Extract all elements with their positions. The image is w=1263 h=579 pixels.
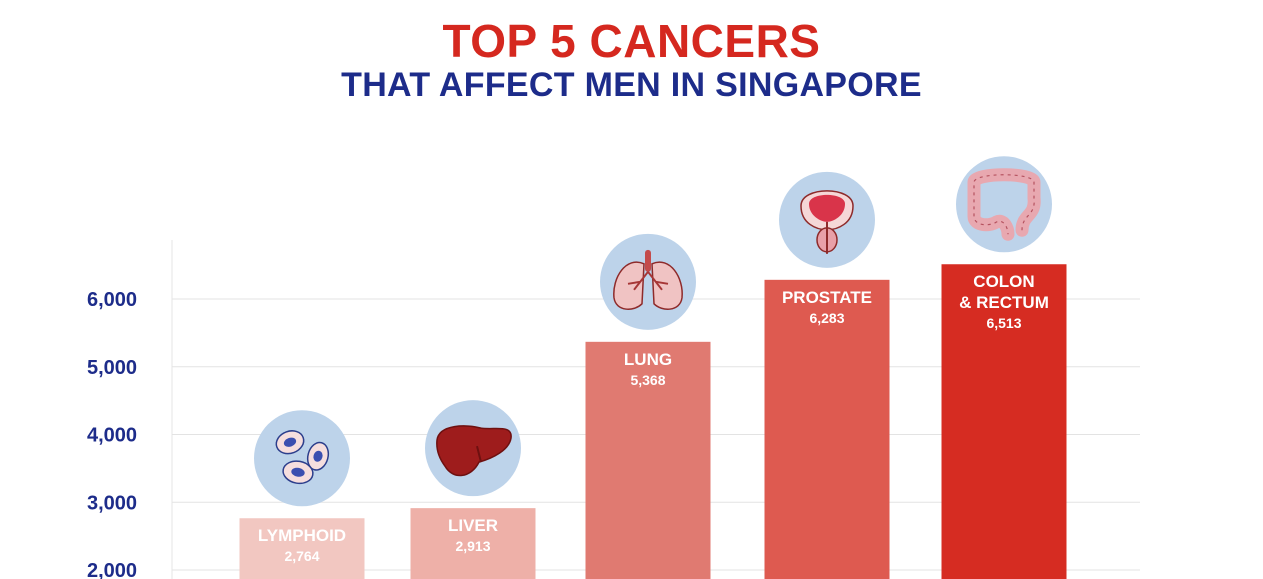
bar-2 (585, 341, 711, 579)
bar-1 (410, 508, 536, 579)
y-tick-label: 3,000 (87, 492, 137, 514)
bar-value-label: 5,368 (630, 372, 665, 388)
bar-4 (941, 264, 1067, 579)
blood-cells-icon (254, 410, 350, 507)
page-title: TOP 5 CANCERS (442, 15, 821, 67)
bar-3 (764, 279, 890, 579)
bar-value-label: 6,513 (986, 315, 1021, 331)
bar-category-label: LUNG (624, 350, 672, 369)
lungs-icon (600, 233, 696, 330)
liver-icon (425, 400, 521, 497)
colon-icon (956, 156, 1052, 253)
prostate-icon (779, 171, 875, 268)
bar-category-label: COLON & RECTUM (959, 272, 1049, 312)
y-tick-label: 2,000 (87, 560, 137, 579)
bar-value-label: 6,283 (809, 310, 844, 326)
y-tick-label: 5,000 (87, 357, 137, 379)
y-tick-label: 6,000 (87, 289, 137, 311)
bar-category-label: PROSTATE (782, 288, 872, 307)
bar-value-label: 2,764 (284, 548, 319, 564)
bar-value-label: 2,913 (455, 538, 490, 554)
bar-category-label: LYMPHOID (258, 526, 346, 545)
bar-category-label: LIVER (448, 516, 498, 535)
y-tick-label: 4,000 (87, 425, 137, 447)
bar-0 (239, 518, 365, 579)
page-subtitle: THAT AFFECT MEN IN SINGAPORE (341, 66, 922, 104)
